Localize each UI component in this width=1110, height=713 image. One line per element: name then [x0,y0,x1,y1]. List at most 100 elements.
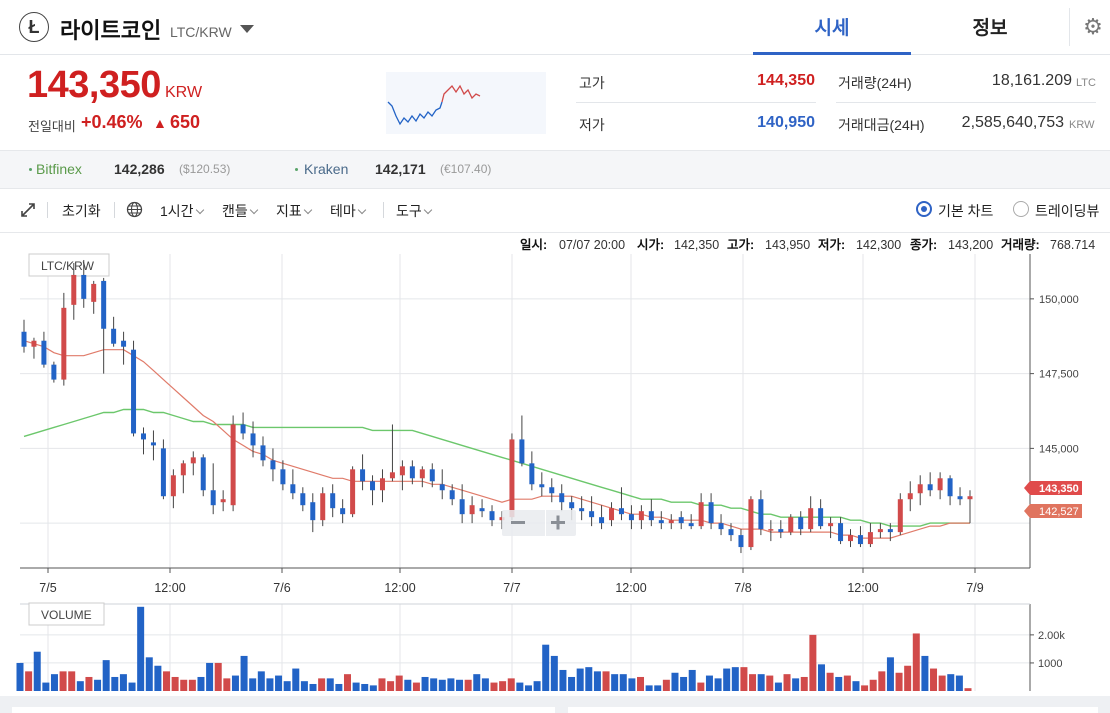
candle-body [937,478,943,491]
volume-bar [749,674,757,691]
exchange-dot [29,168,32,171]
candle-body [579,508,585,512]
volume-bar [50,674,58,691]
candle [360,454,366,491]
candle-body [31,340,37,347]
basic-chart-radio[interactable] [916,201,932,217]
volume-bar [464,679,472,691]
candle-body [419,469,425,479]
candle-body [250,433,256,446]
tab-info[interactable]: 정보 [972,17,1008,39]
candle [31,337,37,359]
candle [210,463,216,515]
volume-chart: VOLUME 2.00k 1000 [16,602,1065,691]
coin-dropdown-icon[interactable] [240,25,254,33]
candle [340,499,346,524]
volume-bar [76,681,84,691]
volume-bar [318,678,326,691]
volume-bar [792,678,800,691]
tab-price[interactable]: 시세 [753,0,911,55]
candle [310,493,316,533]
moving-average-lines [23,340,970,539]
candle-body [638,511,644,521]
volume-bar [533,681,541,691]
y-tick-label: 147,500 [1039,369,1079,381]
basic-chart-label[interactable]: 기본 차트 [938,203,994,219]
candle [160,439,166,500]
volume-bar [585,667,593,691]
coin-name: 라이트코인 [60,18,162,43]
candle-body [230,424,236,506]
volume-bar [180,679,188,691]
candle-body [618,508,624,515]
candle-body [559,493,565,503]
indicator-label: 지표 [276,203,302,219]
y-tick-label: 145,000 [1039,443,1079,455]
theme-dropdown[interactable]: 테마 [330,201,367,221]
zoom-in-icon[interactable] [551,515,565,530]
x-tick-label: 12:00 [384,581,415,595]
volume-bar [326,678,334,691]
candle-body [270,460,276,470]
candle [788,514,794,536]
candles [21,259,973,554]
candle-body [519,439,525,464]
candle [230,415,236,512]
exchange-kraken-name[interactable]: Kraken [304,161,349,177]
tradingview-radio[interactable] [1013,201,1029,217]
candle-body [330,493,336,509]
indicator-dropdown[interactable]: 지표 [276,201,313,221]
theme-label: 테마 [330,203,356,219]
candle [91,280,97,314]
candle-body [658,520,664,524]
candle [887,523,893,542]
candle-body [609,508,615,521]
candle-body [818,508,824,527]
candlestick-chart[interactable]: 일시: 07/07 20:00 시가: 142,350 고가: 143,950 … [0,232,1110,600]
candle-body [529,463,535,485]
volume-bar [921,655,929,691]
candle-body [429,469,435,482]
candle [698,493,704,530]
ohlc-close: 143,200 [948,238,993,252]
volume-bar [680,676,688,691]
candle-body [61,307,67,380]
volume-bar [283,681,291,691]
expand-icon[interactable] [20,202,36,218]
exchange-bitfinex-name[interactable]: Bitfinex [36,161,82,177]
candle-body [449,490,455,500]
candle-body [857,535,863,545]
gear-icon[interactable]: ⚙ [1083,14,1103,39]
candle [897,493,903,536]
x-tick-label: 12:00 [847,581,878,595]
candle [957,487,963,506]
candle-body [748,499,754,548]
volume-bar [731,667,739,691]
tools-label: 도구 [396,203,422,219]
zoom-out-icon[interactable] [511,521,525,524]
volume-bar [826,672,834,691]
exchange-kraken-eur: (€107.40) [440,162,492,176]
volume-bar [861,685,869,691]
tradingview-label[interactable]: 트레이딩뷰 [1035,203,1100,219]
candle-body [121,340,127,347]
candle [61,292,67,386]
chevron-down-icon [195,205,204,215]
candle-dropdown[interactable]: 캔들 [222,201,259,221]
candle [320,487,326,527]
tools-dropdown[interactable]: 도구 [396,201,433,221]
candle-body [131,349,137,434]
ohlc-low-label: 저가: [818,237,845,252]
candle-body [509,439,515,518]
ohlc-volume: 768.714 [1050,238,1095,252]
toolbar-divider [114,202,115,218]
candle-body [698,502,704,527]
interval-dropdown[interactable]: 1시간 [160,201,204,221]
candle-body [459,499,465,515]
volume-bar [128,682,136,691]
candle [529,451,535,491]
globe-icon[interactable] [126,201,143,218]
candle [848,529,854,548]
reset-button[interactable]: 초기화 [62,203,101,219]
stat-divider [836,102,1096,103]
